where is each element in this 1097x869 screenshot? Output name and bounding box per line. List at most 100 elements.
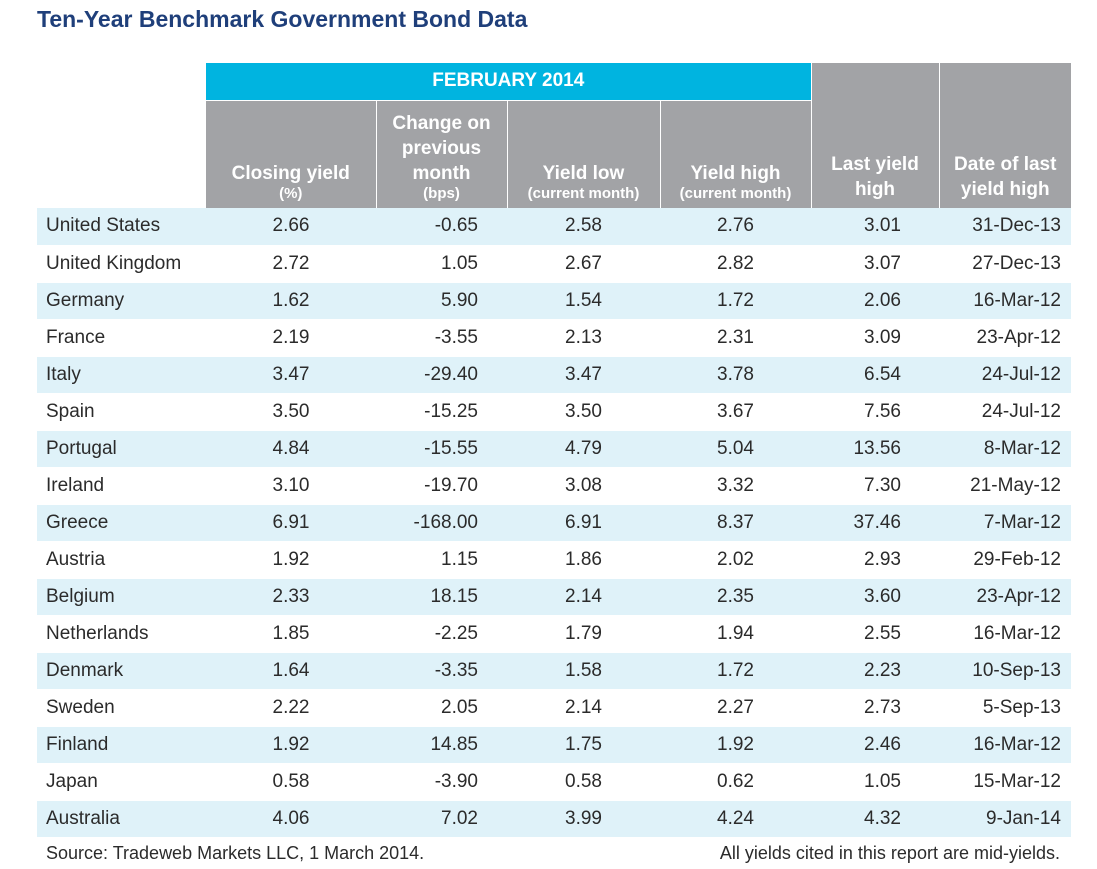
change-cell: -15.25 [376,393,507,431]
country-cell: Finland [37,726,206,764]
change-cell: -2.25 [376,615,507,653]
country-cell: Belgium [37,578,206,616]
yield-low-cell: 2.58 [507,208,660,246]
yield-high-cell: 0.62 [660,763,811,801]
closing-yield-cell: 3.50 [206,393,376,431]
change-cell: 18.15 [376,578,507,616]
date-last-yield-high-cell: 23-Apr-12 [939,319,1071,357]
date-last-yield-high-cell: 8-Mar-12 [939,430,1071,468]
yield-high-cell: 1.72 [660,282,811,320]
country-cell: Italy [37,356,206,394]
date-last-yield-high-cell: 16-Mar-12 [939,615,1071,653]
closing-yield-cell: 2.66 [206,208,376,246]
last-yield-high-cell: 3.07 [811,245,939,283]
source-note: Source: Tradeweb Markets LLC, 1 March 20… [46,843,425,863]
last-yield-high-cell: 2.23 [811,652,939,690]
table-row: Australia 4.06 7.02 3.99 4.24 4.32 9-Jan-14 [37,800,1071,838]
change-cell: 14.85 [376,726,507,764]
yield-low-cell: 1.58 [507,652,660,690]
date-last-yield-high-header: Date of last yield high [938,63,1071,208]
closing-yield-cell: 2.19 [206,319,376,357]
bond-data-table: FEBRUARY 2014 Last yield high Date of la… [37,63,1071,838]
change-cell: 5.90 [376,282,507,320]
yield-high-cell: 1.92 [660,726,811,764]
change-cell: 7.02 [376,800,507,838]
date-last-yield-high-cell: 29-Feb-12 [939,541,1071,579]
yield-high-cell: 3.67 [660,393,811,431]
closing-yield-cell: 1.92 [206,541,376,579]
yield-low-cell: 2.14 [507,578,660,616]
yield-low-cell: 0.58 [507,763,660,801]
last-yield-high-cell: 1.05 [811,763,939,801]
yield-low-cell: 1.79 [507,615,660,653]
closing-yield-cell: 4.84 [206,430,376,468]
change-cell: -0.65 [376,208,507,246]
table-row: Finland 1.92 14.85 1.75 1.92 2.46 16-Mar-12 [37,726,1071,764]
yield-high-cell: 2.02 [660,541,811,579]
table-row: Portugal 4.84 -15.55 4.79 5.04 13.56 8-Mar-12 [37,430,1071,468]
country-cell: Spain [37,393,206,431]
yield-high-cell: 2.82 [660,245,811,283]
last-yield-high-cell: 13.56 [811,430,939,468]
country-cell: France [37,319,206,357]
last-yield-high-cell: 2.46 [811,726,939,764]
date-last-yield-high-cell: 24-Jul-12 [939,356,1071,394]
country-cell: Austria [37,541,206,579]
header-corner-lower [37,100,206,208]
table-row: Germany 1.62 5.90 1.54 1.72 2.06 16-Mar-12 [37,282,1071,320]
table-row: Belgium 2.33 18.15 2.14 2.35 3.60 23-Apr-12 [37,578,1071,616]
last-yield-high-cell: 3.09 [811,319,939,357]
last-yield-high-cell: 4.32 [811,800,939,838]
yield-high-cell: 2.27 [660,689,811,727]
yield-low-cell: 3.99 [507,800,660,838]
table-row: Greece 6.91 -168.00 6.91 8.37 37.46 7-Mar-12 [37,504,1071,542]
closing-yield-cell: 3.47 [206,356,376,394]
date-last-yield-high-cell: 9-Jan-14 [939,800,1071,838]
change-cell: -3.35 [376,652,507,690]
country-cell: Germany [37,282,206,320]
date-last-yield-high-cell: 16-Mar-12 [939,726,1071,764]
country-cell: Netherlands [37,615,206,653]
yield-low-cell: 3.47 [507,356,660,394]
change-cell: 2.05 [376,689,507,727]
yield-high-cell: 2.76 [660,208,811,246]
yield-low-cell: 2.67 [507,245,660,283]
table-row: United Kingdom 2.72 1.05 2.67 2.82 3.07 27-Dec… [37,245,1071,283]
date-last-yield-high-cell: 16-Mar-12 [939,282,1071,320]
change-cell: 1.05 [376,245,507,283]
last-yield-high-cell: 37.46 [811,504,939,542]
yield-low-cell: 1.86 [507,541,660,579]
table-row: Ireland 3.10 -19.70 3.08 3.32 7.30 21-May-12 [37,467,1071,505]
change-header: Change on previous month (bps) [375,100,507,208]
closing-yield-header: Closing yield (%) [206,100,376,208]
last-yield-high-cell: 2.55 [811,615,939,653]
last-yield-high-cell: 3.01 [811,208,939,246]
country-cell: Ireland [37,467,206,505]
country-cell: Japan [37,763,206,801]
date-last-yield-high-cell: 7-Mar-12 [939,504,1071,542]
yield-high-cell: 2.35 [660,578,811,616]
closing-yield-cell: 1.62 [206,282,376,320]
last-yield-high-cell: 6.54 [811,356,939,394]
date-last-yield-high-cell: 10-Sep-13 [939,652,1071,690]
table-row: France 2.19 -3.55 2.13 2.31 3.09 23-Apr-12 [37,319,1071,357]
change-cell: -3.55 [376,319,507,357]
country-cell: Sweden [37,689,206,727]
yield-high-cell: 3.32 [660,467,811,505]
table-row: Denmark 1.64 -3.35 1.58 1.72 2.23 10-Sep-13 [37,652,1071,690]
table-row: Spain 3.50 -15.25 3.50 3.67 7.56 24-Jul-12 [37,393,1071,431]
yield-low-header: Yield low (current month) [506,100,660,208]
yield-high-cell: 5.04 [660,430,811,468]
closing-yield-cell: 2.33 [206,578,376,616]
change-cell: -168.00 [376,504,507,542]
yield-low-cell: 6.91 [507,504,660,542]
yield-low-cell: 2.14 [507,689,660,727]
last-yield-high-cell: 7.56 [811,393,939,431]
header-corner [37,63,206,100]
closing-yield-cell: 0.58 [206,763,376,801]
change-cell: -29.40 [376,356,507,394]
closing-yield-cell: 4.06 [206,800,376,838]
yield-high-cell: 1.94 [660,615,811,653]
yield-high-header: Yield high (current month) [659,100,811,208]
change-cell: -15.55 [376,430,507,468]
